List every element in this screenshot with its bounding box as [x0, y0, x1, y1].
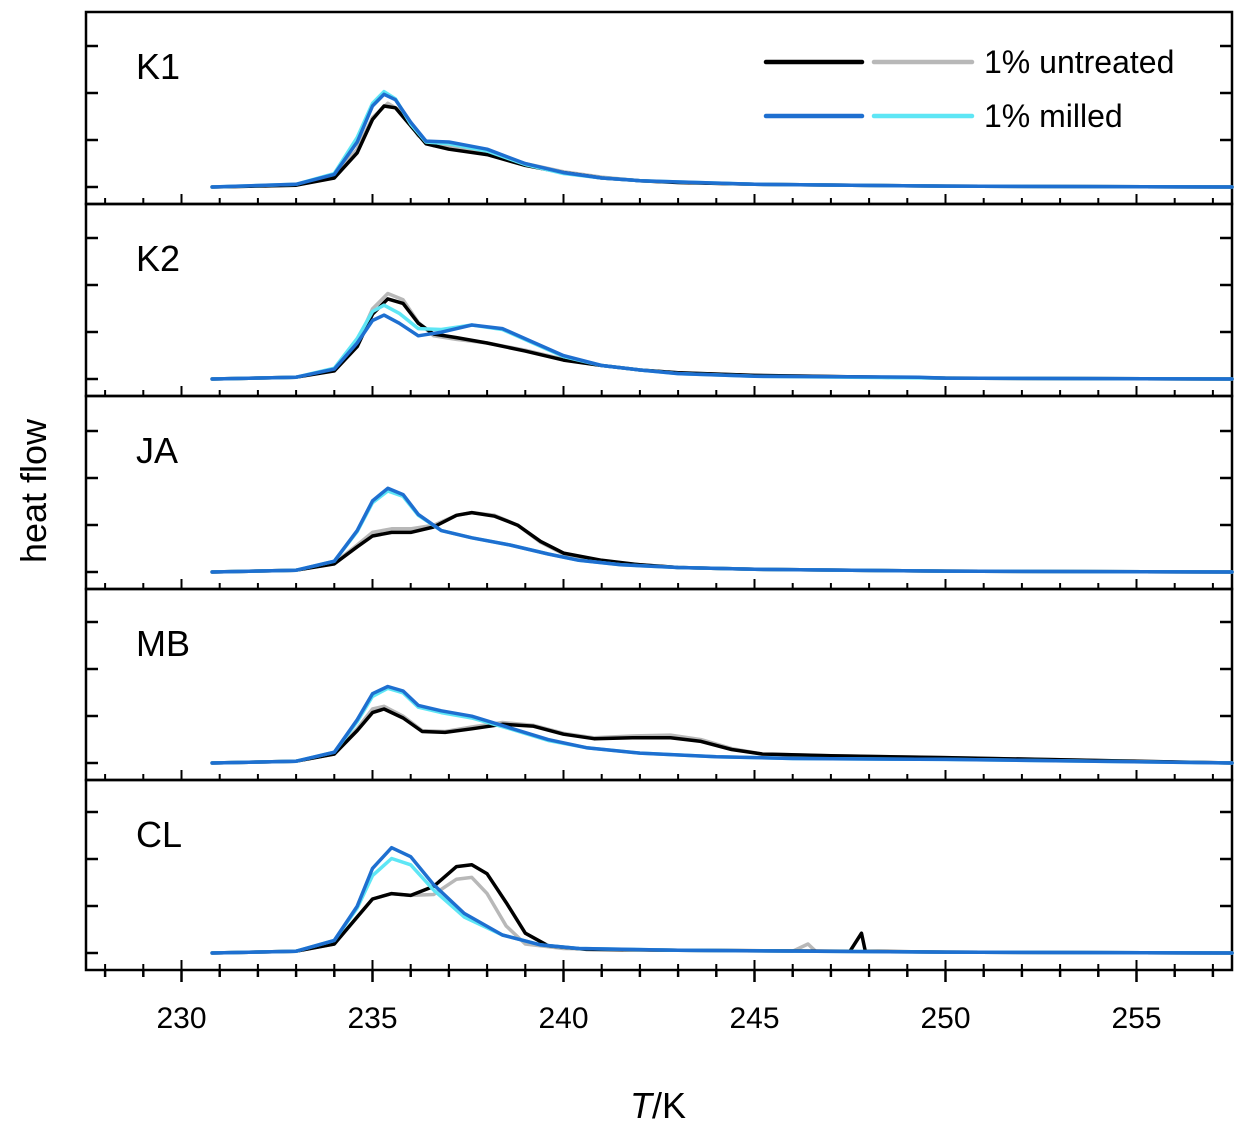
x-axis: 230 235 240 245 250 255: [103, 970, 1215, 1035]
x-axis-title-unit: /K: [652, 1085, 686, 1125]
legend-entry: 1% milled: [763, 98, 1123, 134]
series-line-milled-b: [210, 686, 1234, 765]
series-line-untreated-b: [210, 291, 1234, 381]
x-tick-label: 235: [347, 1002, 397, 1035]
panel-frame: [84, 587, 1234, 782]
panel-label: JA: [136, 430, 178, 471]
panel-frame: [84, 778, 1234, 972]
series-line-untreated-a: [210, 510, 1234, 574]
panel-label: K1: [136, 46, 180, 87]
x-axis-title-symbol: T: [630, 1085, 655, 1125]
panel-label: CL: [136, 814, 182, 855]
panel-cl: CL: [84, 778, 1234, 972]
series-line-milled-a: [210, 92, 1234, 189]
panel-frame: [84, 202, 1234, 398]
series-line-milled-a: [210, 486, 1234, 574]
panel-k2: K2: [84, 202, 1234, 398]
x-tick-label: 230: [156, 1002, 206, 1035]
panel-mb: MB: [84, 587, 1234, 782]
series-line-milled-a: [210, 313, 1234, 381]
panel-ja: JA: [84, 394, 1234, 591]
panel-frame: [84, 394, 1234, 591]
series-line-untreated-a: [210, 297, 1234, 381]
series-line-milled-b: [210, 489, 1234, 574]
series-line-milled-b: [210, 303, 1234, 381]
x-tick-label: 245: [729, 1002, 779, 1035]
series-line-untreated-a: [210, 863, 1234, 955]
series-line-untreated-a: [210, 707, 1234, 765]
x-tick-label: 240: [538, 1002, 588, 1035]
x-tick-label: 255: [1111, 1002, 1161, 1035]
x-axis-title: T/K: [630, 1085, 686, 1125]
panel-label: MB: [136, 623, 190, 664]
panels-layer: K1 K2 JA MB CL: [84, 10, 1234, 972]
series-line-milled-a: [210, 684, 1234, 765]
legend: 1% untreated 1% milled: [763, 44, 1174, 134]
legend-label: 1% untreated: [984, 44, 1174, 80]
x-tick-label: 250: [920, 1002, 970, 1035]
panel-label: K2: [136, 238, 180, 279]
legend-entry: 1% untreated: [763, 44, 1174, 80]
y-axis-title: heat flow: [13, 418, 54, 563]
series-line-milled-a: [210, 845, 1234, 955]
legend-label: 1% milled: [984, 98, 1123, 134]
series-line-untreated-b: [210, 704, 1234, 765]
